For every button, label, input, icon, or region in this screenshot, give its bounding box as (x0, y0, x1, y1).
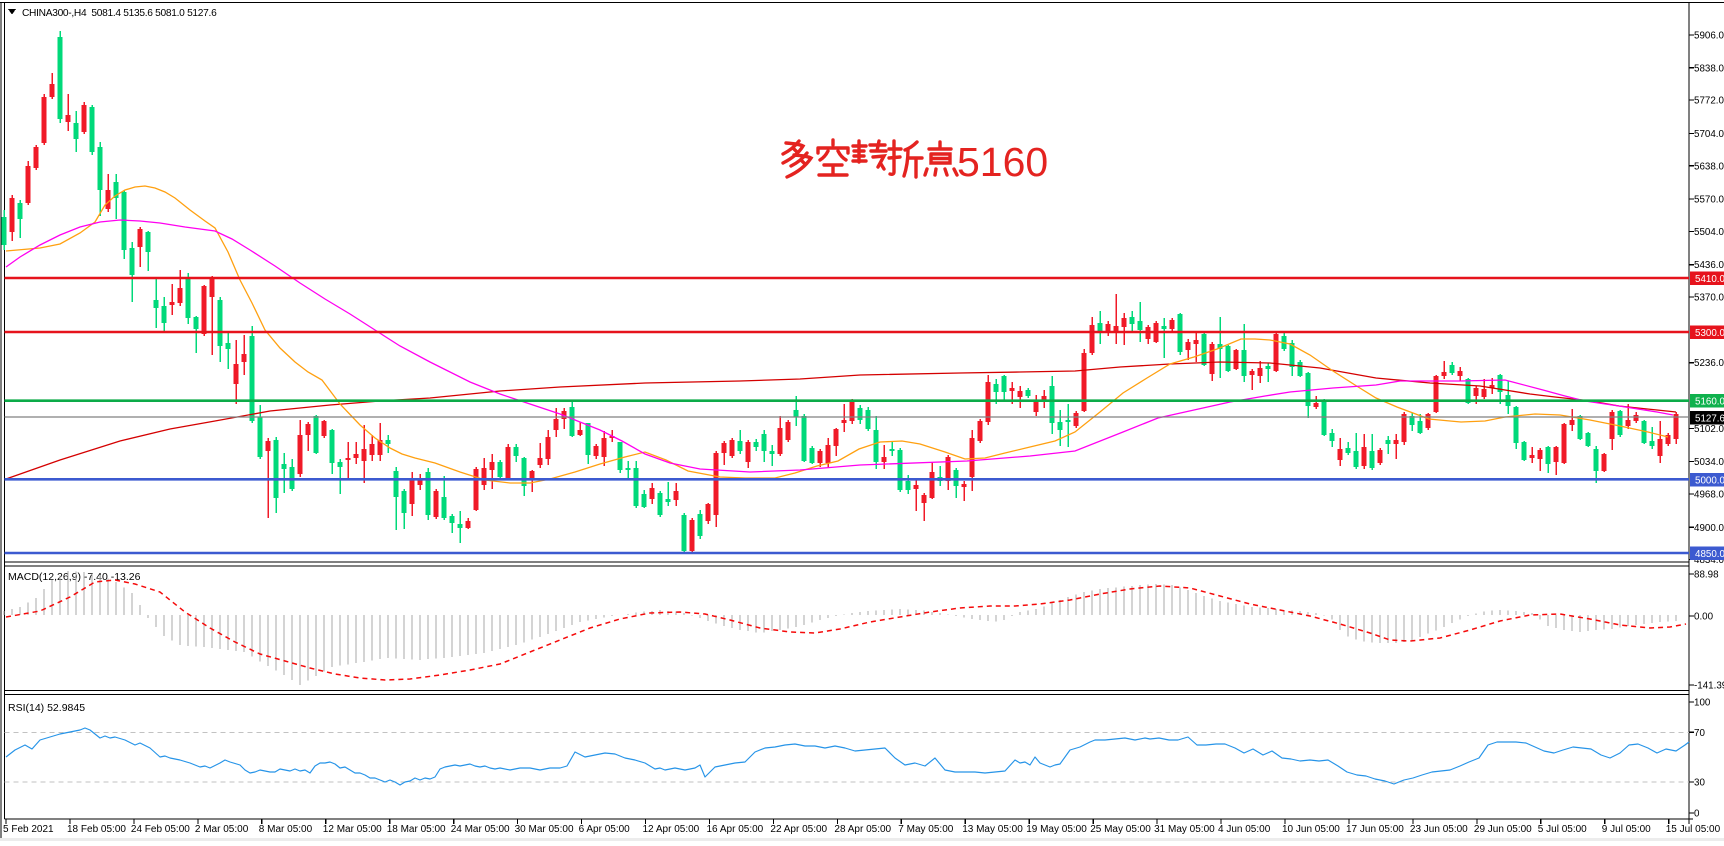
svg-text:5504.0: 5504.0 (1694, 227, 1724, 238)
svg-text:5160.0: 5160.0 (1695, 397, 1724, 408)
svg-text:13 May 05:00: 13 May 05:00 (962, 824, 1023, 835)
svg-text:5160: 5160 (957, 139, 1048, 185)
svg-text:5 Jul 05:00: 5 Jul 05:00 (1538, 824, 1587, 835)
svg-text:10 Jun 05:00: 10 Jun 05:00 (1282, 824, 1340, 835)
svg-text:25 May 05:00: 25 May 05:00 (1090, 824, 1151, 835)
svg-text:18 Mar 05:00: 18 Mar 05:00 (387, 824, 446, 835)
svg-text:4 Jun 05:00: 4 Jun 05:00 (1218, 824, 1271, 835)
svg-text:12 Apr 05:00: 12 Apr 05:00 (643, 824, 700, 835)
svg-text:70: 70 (1694, 728, 1705, 739)
svg-text:0.00: 0.00 (1694, 612, 1714, 623)
svg-text:5570.0: 5570.0 (1694, 195, 1724, 206)
svg-text:6 Apr 05:00: 6 Apr 05:00 (579, 824, 631, 835)
svg-text:4850.0: 4850.0 (1695, 549, 1724, 560)
svg-text:RSI(14) 52.9845: RSI(14) 52.9845 (8, 702, 85, 714)
svg-text:5300.0: 5300.0 (1695, 328, 1724, 339)
svg-text:5838.0: 5838.0 (1694, 63, 1724, 74)
svg-text:16 Apr 05:00: 16 Apr 05:00 (707, 824, 764, 835)
svg-text:7 May 05:00: 7 May 05:00 (898, 824, 953, 835)
svg-text:0: 0 (1694, 809, 1700, 820)
svg-text:12 Mar 05:00: 12 Mar 05:00 (323, 824, 382, 835)
svg-text:5370.0: 5370.0 (1694, 293, 1724, 304)
svg-text:19 May 05:00: 19 May 05:00 (1026, 824, 1087, 835)
svg-text:5704.0: 5704.0 (1694, 129, 1724, 140)
svg-text:31 May 05:00: 31 May 05:00 (1154, 824, 1215, 835)
svg-text:5236.0: 5236.0 (1694, 358, 1724, 369)
svg-text:17 Jun 05:00: 17 Jun 05:00 (1346, 824, 1404, 835)
svg-text:5436.0: 5436.0 (1694, 260, 1724, 271)
svg-text:24 Feb 05:00: 24 Feb 05:00 (131, 824, 190, 835)
svg-text:CHINA300-,H4 5081.4 5135.6 50: CHINA300-,H4 5081.4 5135.6 5081.0 5127.6 (22, 8, 217, 19)
svg-text:5638.0: 5638.0 (1694, 161, 1724, 172)
svg-text:29 Jun 05:00: 29 Jun 05:00 (1474, 824, 1532, 835)
svg-text:23 Jun 05:00: 23 Jun 05:00 (1410, 824, 1468, 835)
svg-text:5127.6: 5127.6 (1695, 414, 1724, 425)
svg-text:5906.0: 5906.0 (1694, 31, 1724, 42)
svg-text:18 Feb 05:00: 18 Feb 05:00 (67, 824, 126, 835)
svg-text:88.98: 88.98 (1694, 570, 1719, 581)
svg-text:4900.0: 4900.0 (1694, 523, 1724, 534)
svg-text:5410.0: 5410.0 (1695, 274, 1724, 285)
svg-text:9 Jul 05:00: 9 Jul 05:00 (1602, 824, 1651, 835)
svg-text:22 Apr 05:00: 22 Apr 05:00 (770, 824, 827, 835)
svg-text:5034.0: 5034.0 (1694, 457, 1724, 468)
svg-text:5102.0: 5102.0 (1694, 424, 1724, 435)
svg-text:4968.0: 4968.0 (1694, 490, 1724, 501)
svg-text:15 Jul 05:00: 15 Jul 05:00 (1666, 824, 1721, 835)
svg-text:28 Apr 05:00: 28 Apr 05:00 (834, 824, 891, 835)
svg-text:MACD(12,26,9) -7.40 -13.26: MACD(12,26,9) -7.40 -13.26 (8, 571, 141, 583)
svg-text:30 Mar 05:00: 30 Mar 05:00 (515, 824, 574, 835)
svg-text:5772.0: 5772.0 (1694, 96, 1724, 107)
svg-text:2 Mar 05:00: 2 Mar 05:00 (195, 824, 249, 835)
svg-text:5000.0: 5000.0 (1695, 475, 1724, 486)
svg-text:100: 100 (1694, 698, 1711, 709)
svg-text:5 Feb 2021: 5 Feb 2021 (3, 824, 54, 835)
svg-text:30: 30 (1694, 778, 1705, 789)
svg-text:24 Mar 05:00: 24 Mar 05:00 (451, 824, 510, 835)
svg-text:4834.0: 4834.0 (1694, 555, 1724, 566)
svg-text:-141.39: -141.39 (1694, 681, 1724, 692)
svg-text:8 Mar 05:00: 8 Mar 05:00 (259, 824, 313, 835)
